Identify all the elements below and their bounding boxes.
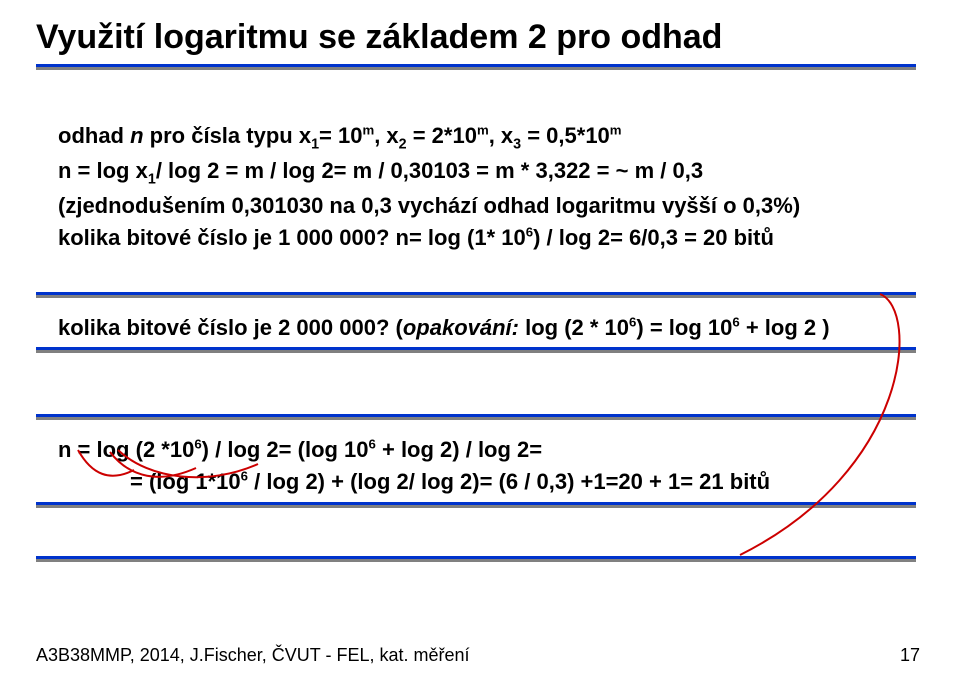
sub: 1 (148, 172, 156, 188)
sub: 3 (513, 136, 521, 152)
text-row: n = log (2 *106) / log 2= (log 106 + log… (58, 434, 908, 466)
text: / log 2) + (log 2/ log 2)= (6 / 0,3) +1=… (248, 469, 770, 494)
text: ) = log 10 (636, 315, 732, 340)
text-italic: opakování (403, 315, 512, 340)
sub: 2 (399, 136, 407, 152)
var-n: n (130, 123, 143, 148)
text: odhad (58, 123, 130, 148)
page-number: 17 (900, 645, 920, 666)
divider-shadow (36, 559, 916, 562)
sup: m (477, 123, 489, 138)
text: = 0,5*10 (521, 123, 610, 148)
text: + log 2) / log 2= (376, 437, 542, 462)
sub: 1 (311, 136, 319, 152)
text: kolika bitové číslo je 2 000 000? ( (58, 315, 403, 340)
text: + log 2 ) (740, 315, 830, 340)
text: / log 2 = m / log 2= m / 0,30103 = m * 3… (156, 158, 703, 183)
text-italic: : (512, 315, 519, 340)
title-underline-shadow (36, 67, 916, 70)
slide: { "title": "Využití logaritmu se základe… (0, 0, 960, 684)
text: n = log x (58, 158, 148, 183)
text: = 2*10 (407, 123, 477, 148)
sup: m (362, 123, 374, 138)
text: pro čísla typu x (144, 123, 312, 148)
text: ) / log 2= 6/0,3 = 20 bitů (533, 225, 774, 250)
sup: 6 (194, 437, 201, 452)
text: ) / log 2= (log 10 (202, 437, 369, 462)
sup: 6 (526, 225, 533, 240)
divider-shadow (36, 417, 916, 420)
text: kolika bitové číslo je 1 000 000? n= log… (58, 225, 526, 250)
divider-shadow (36, 505, 916, 508)
sup: 6 (369, 437, 376, 452)
sup: 6 (732, 315, 739, 330)
divider-shadow (36, 295, 916, 298)
text: = (log 1*10 (130, 469, 241, 494)
text: log (2 * 10 (519, 315, 629, 340)
footer-text: A3B38MMP, 2014, J.Fischer, ČVUT - FEL, k… (36, 645, 470, 666)
text: n = log (2 *10 (58, 437, 194, 462)
text: , x (374, 123, 398, 148)
text: = 10 (319, 123, 362, 148)
page-title: Využití logaritmu se základem 2 pro odha… (36, 18, 722, 57)
sup: 6 (241, 469, 248, 484)
sup: m (610, 123, 622, 138)
text-row: = (log 1*106 / log 2) + (log 2/ log 2)= … (130, 466, 910, 498)
body-text: odhad n pro čísla typu x1= 10m, x2 = 2*1… (58, 120, 908, 254)
text: , x (489, 123, 513, 148)
divider-shadow (36, 350, 916, 353)
text-row: kolika bitové číslo je 2 000 000? (opako… (58, 312, 908, 344)
text: (zjednodušením 0,301030 na 0,3 vychází o… (58, 193, 800, 218)
